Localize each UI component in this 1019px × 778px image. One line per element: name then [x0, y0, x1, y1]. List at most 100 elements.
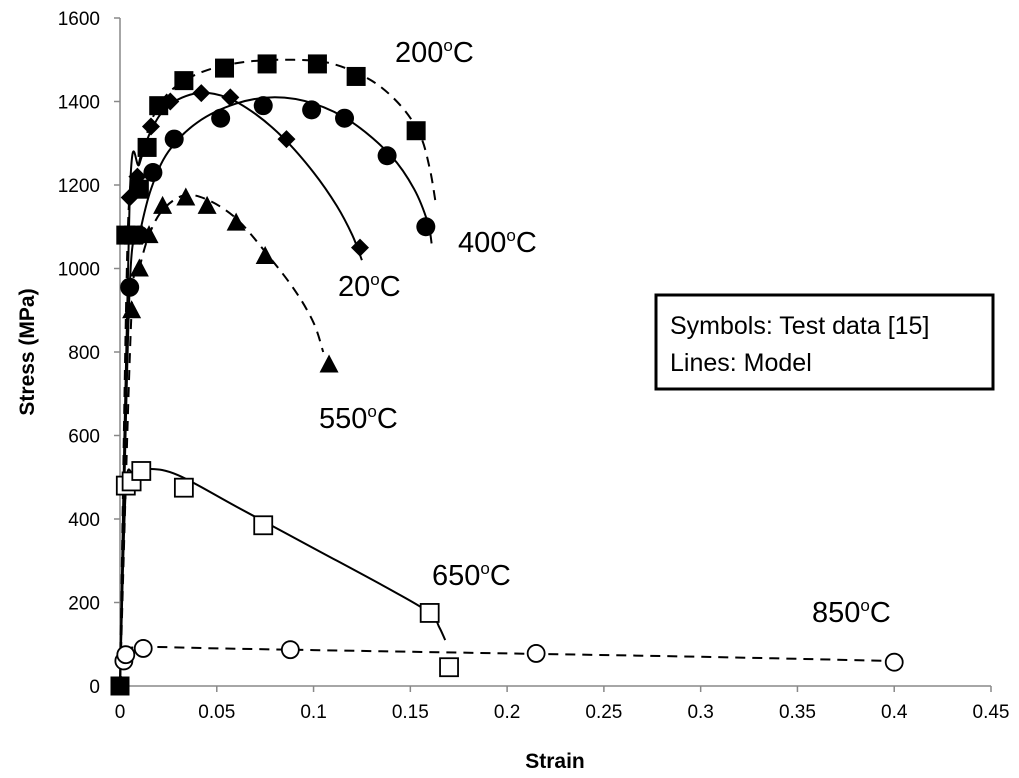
data-point-400c [253, 96, 273, 116]
data-point-550c [197, 195, 217, 214]
legend-border [654, 293, 995, 391]
data-point-200c [257, 54, 277, 74]
x-tick-label: 0.1 [300, 702, 326, 723]
legend-line-symbols: Symbols: Test data [15] [670, 312, 929, 340]
data-point-550c [153, 195, 173, 214]
data-point-200c [307, 54, 327, 74]
data-point-650c [419, 603, 440, 623]
y-tick-label: 200 [68, 594, 100, 615]
temp-label-850c: 850oC [812, 596, 891, 629]
temp-label-value: 200 [395, 37, 443, 69]
temp-label-value: 650 [432, 560, 480, 592]
temp-label-degree: o [506, 226, 515, 245]
data-point-550c [122, 300, 142, 319]
data-point-400c [120, 277, 140, 297]
legend-box: Symbols: Test data [15] Lines: Model [654, 293, 995, 391]
y-tick-label: 400 [68, 510, 100, 531]
temp-label-650c: 650oC [432, 559, 511, 592]
data-point-550c [319, 354, 339, 373]
temp-label-unit: C [516, 227, 537, 259]
data-point-400c [302, 100, 322, 120]
data-point-850c [526, 644, 546, 663]
temp-label-20c: 20oC [338, 270, 401, 303]
data-point-200c [110, 676, 130, 696]
model-curve-20c [119, 91, 363, 687]
data-point-400c [143, 162, 163, 182]
data-point-400c [164, 129, 184, 149]
temp-label-550c: 550oC [319, 402, 398, 435]
data-point-200c [174, 71, 194, 91]
data-point-20c [128, 167, 147, 186]
data-point-650c [173, 477, 194, 498]
data-point-550c [226, 212, 246, 231]
data-point-400c [211, 108, 231, 128]
data-point-200c [215, 58, 235, 78]
y-tick-label: 600 [68, 427, 100, 448]
x-axis-title: Strain [525, 750, 585, 773]
y-tick-label: 1000 [58, 260, 100, 281]
y-tick-label: 1200 [58, 176, 100, 197]
data-point-400c [335, 108, 355, 128]
temp-label-200c: 200oC [395, 36, 474, 69]
data-point-650c [131, 461, 152, 481]
data-point-550c [129, 258, 149, 277]
data-point-550c [139, 225, 159, 244]
data-point-400c [377, 146, 397, 166]
temp-label-unit: C [380, 271, 401, 303]
data-point-200c [137, 137, 157, 157]
data-point-550c [255, 245, 275, 264]
test-data-markers [110, 54, 904, 696]
data-point-650c [253, 515, 274, 536]
temp-label-degree: o [367, 402, 376, 421]
x-tick-label: 0.3 [687, 702, 713, 723]
data-point-20c [277, 130, 296, 149]
temp-label-unit: C [490, 560, 511, 592]
y-axis-title: Stress (MPa) [16, 288, 39, 415]
data-point-650c [439, 657, 459, 678]
model-curve-200c [119, 58, 437, 687]
y-tick-label: 800 [68, 343, 100, 364]
data-point-550c [176, 187, 196, 206]
temp-label-degree: o [480, 559, 489, 578]
y-tick-label: 0 [89, 677, 100, 698]
temp-label-value: 400 [458, 227, 506, 259]
data-point-20c [221, 88, 240, 107]
data-point-20c [192, 84, 211, 103]
temp-label-unit: C [453, 37, 474, 69]
temp-label-400c: 400oC [458, 226, 537, 259]
data-point-20c [120, 188, 139, 207]
x-tick-label: 0.45 [973, 702, 1010, 723]
data-point-400c [416, 217, 436, 237]
temp-label-value: 550 [319, 403, 367, 435]
axes: 0 0.05 0.1 0.15 0.2 0.25 0.3 0.35 0.4 0.45 0 200 400… [58, 9, 1010, 723]
y-tick-label: 1400 [58, 93, 100, 114]
data-point-850c [884, 652, 904, 672]
x-tick-label: 0.4 [881, 702, 908, 723]
x-tick-label: 0.35 [779, 702, 816, 723]
data-point-200c [406, 121, 426, 141]
x-tick-label: 0.05 [198, 702, 235, 723]
temp-label-degree: o [370, 270, 379, 289]
x-tick-label: 0 [115, 702, 126, 723]
temp-label-value: 20 [338, 271, 370, 303]
data-point-20c [161, 92, 180, 111]
temp-label-degree: o [860, 596, 869, 615]
data-point-200c [346, 66, 366, 86]
data-point-20c [351, 238, 370, 257]
model-curve-850c [119, 646, 895, 687]
data-point-850c [280, 640, 300, 660]
model-curve-400c [119, 96, 433, 687]
legend-line-lines: Lines: Model [670, 349, 812, 377]
data-point-20c [141, 117, 160, 136]
temp-label-unit: C [377, 403, 398, 435]
temp-label-unit: C [870, 597, 891, 629]
x-tick-label: 0.2 [494, 702, 520, 723]
x-tick-label: 0.15 [392, 702, 429, 723]
x-tick-label: 0.25 [585, 702, 622, 723]
temp-label-degree: o [443, 36, 452, 55]
y-tick-label: 1600 [58, 9, 100, 30]
data-point-850c [116, 645, 136, 665]
model-curve-550c [119, 193, 325, 687]
